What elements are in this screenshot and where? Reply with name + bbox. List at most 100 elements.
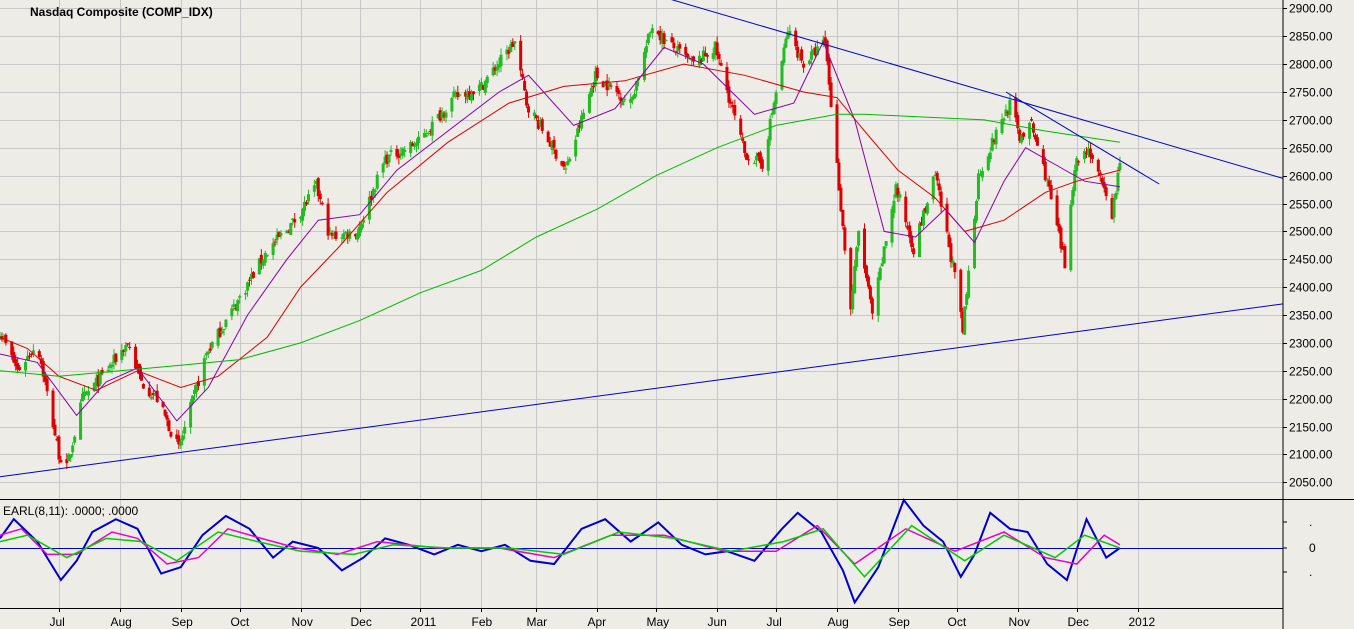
- candle-body: [94, 377, 98, 386]
- candle-body: [169, 431, 173, 437]
- candle-body: [719, 62, 723, 66]
- candle-body: [615, 86, 619, 92]
- candle-body: [428, 130, 432, 132]
- candle-body: [560, 161, 564, 166]
- candle-body: [566, 160, 570, 166]
- candle-body: [546, 131, 550, 143]
- candle-body: [37, 351, 41, 358]
- candle-body: [725, 66, 729, 91]
- candle-body: [908, 225, 912, 238]
- candle-body: [870, 298, 874, 314]
- candle-body: [1059, 227, 1063, 249]
- candle-body: [811, 49, 815, 52]
- candle-body: [841, 209, 845, 226]
- candle-body: [41, 360, 45, 377]
- x-tick-label: Nov: [1009, 615, 1030, 629]
- candle-body: [59, 459, 63, 463]
- candle-body: [629, 98, 633, 103]
- candle-body: [424, 134, 428, 137]
- candle-body: [523, 80, 527, 91]
- candle-body: [1104, 187, 1108, 197]
- y-tick-label: 2200.00: [1289, 393, 1333, 407]
- candle-body: [416, 136, 420, 143]
- candle-body: [868, 286, 872, 300]
- candle-body: [937, 183, 941, 191]
- candle-body: [849, 248, 853, 310]
- candle-body: [177, 435, 181, 445]
- candle-body: [139, 372, 143, 381]
- candle-body: [220, 331, 224, 334]
- candle-body: [923, 208, 927, 212]
- candle-body: [477, 84, 481, 92]
- candle-body: [491, 67, 495, 76]
- candle-body: [774, 92, 778, 104]
- candle-body: [92, 382, 96, 392]
- candle-body: [780, 61, 784, 90]
- candle-body: [782, 47, 786, 63]
- candle-body: [601, 81, 605, 88]
- candle-body: [760, 159, 764, 169]
- candle-body: [880, 263, 884, 267]
- candle-body: [401, 148, 405, 156]
- candle-body: [415, 142, 419, 147]
- y-tick-label: 2900.00: [1289, 2, 1333, 16]
- candle-body: [189, 402, 193, 428]
- candle-body: [67, 454, 71, 462]
- candle-body: [55, 438, 59, 441]
- candle-body: [609, 85, 613, 87]
- candle-body: [904, 196, 908, 223]
- candle-body: [1018, 129, 1022, 141]
- candle-body: [882, 246, 886, 264]
- candle-body: [251, 272, 255, 278]
- candle-body: [823, 37, 827, 43]
- moving-average-line: [0, 113, 1120, 377]
- candle-body: [527, 106, 531, 113]
- candle-body: [134, 346, 138, 369]
- candle-body: [676, 46, 680, 52]
- candle-body: [316, 178, 320, 197]
- candle-body: [155, 390, 159, 402]
- candle-body: [141, 383, 145, 389]
- candle-body: [369, 195, 373, 200]
- candle-body: [1002, 118, 1006, 121]
- candle-body: [114, 353, 118, 363]
- candle-body: [344, 232, 348, 234]
- candle-body: [933, 174, 937, 176]
- candle-body: [925, 203, 929, 214]
- candle-body: [857, 230, 861, 246]
- candle-body: [358, 226, 362, 237]
- candle-body: [389, 150, 393, 152]
- candle-body: [906, 225, 910, 229]
- candle-body: [1096, 159, 1100, 172]
- candle-body: [788, 30, 792, 35]
- candle-body: [550, 141, 554, 150]
- candle-body: [866, 276, 870, 287]
- y-tick-label: 2350.00: [1289, 309, 1333, 323]
- candle-body: [918, 223, 922, 258]
- candle-body: [244, 293, 248, 295]
- candle-body: [521, 73, 525, 78]
- candle-body: [277, 232, 281, 237]
- indicator-line: [0, 524, 1121, 578]
- candle-body: [128, 346, 132, 348]
- candle-body: [672, 42, 676, 49]
- candle-body: [758, 152, 762, 164]
- candle-body: [864, 265, 868, 279]
- x-axis-ticks: Jul Aug Sep Oct Nov Dec 2011 Feb Mar Apr May Jun Jul…: [50, 608, 1156, 629]
- candle-body: [802, 63, 806, 68]
- candle-body: [747, 159, 751, 161]
- y-tick-label: 2500.00: [1289, 225, 1333, 239]
- candle-body: [45, 378, 49, 392]
- candle-body: [411, 143, 415, 147]
- candle-body: [163, 409, 167, 416]
- candle-body: [1055, 195, 1059, 226]
- candle-body: [161, 401, 165, 408]
- candle-body: [1028, 122, 1032, 139]
- candle-body: [106, 369, 110, 371]
- candle-body: [768, 118, 772, 141]
- candle-body: [216, 329, 220, 346]
- y-tick-label: 2650.00: [1289, 142, 1333, 156]
- candle-body: [167, 420, 171, 432]
- candle-body: [511, 41, 515, 47]
- candle-body: [1090, 154, 1094, 159]
